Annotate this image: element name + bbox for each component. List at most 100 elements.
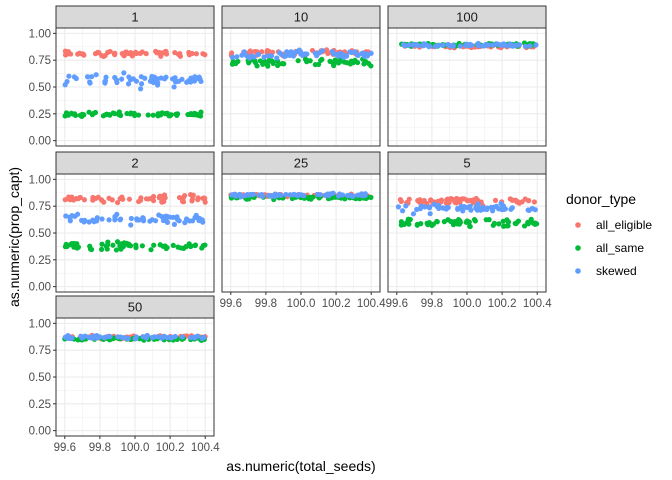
data-point-skewed	[493, 203, 499, 209]
data-point-all_eligible	[64, 51, 70, 57]
data-point-all_eligible	[324, 47, 330, 53]
data-point-all_same	[150, 112, 156, 118]
data-point-skewed	[155, 76, 161, 82]
data-point-all_eligible	[150, 198, 157, 204]
data-point-all_same	[118, 112, 124, 119]
data-point-all_eligible	[98, 197, 104, 203]
data-point-skewed	[140, 218, 147, 224]
legend-title: donor_type	[566, 191, 636, 207]
facet-strip-label: 2	[131, 156, 138, 171]
data-point-skewed	[527, 43, 533, 49]
data-point-all_eligible	[161, 198, 167, 205]
data-point-all_eligible	[473, 195, 479, 202]
data-point-skewed	[188, 79, 194, 85]
data-point-skewed	[283, 53, 289, 59]
data-point-skewed	[95, 335, 101, 341]
data-point-skewed	[296, 191, 302, 198]
x-tick-label: 100.2	[322, 298, 351, 310]
data-point-skewed	[403, 203, 409, 209]
data-point-all_eligible	[137, 197, 144, 203]
data-point-skewed	[445, 41, 451, 48]
data-point-skewed	[414, 206, 420, 213]
data-point-all_same	[127, 111, 133, 117]
data-point-skewed	[140, 334, 146, 340]
data-point-all_same	[119, 241, 126, 248]
data-point-skewed	[474, 41, 481, 47]
data-point-all_same	[281, 61, 287, 67]
data-point-skewed	[457, 43, 463, 49]
data-point-skewed	[174, 214, 180, 220]
data-point-all_eligible	[459, 196, 465, 202]
data-point-skewed	[132, 336, 138, 342]
data-point-all_same	[504, 223, 510, 229]
data-point-all_eligible	[133, 50, 140, 57]
data-point-skewed	[229, 54, 235, 60]
data-point-all_same	[86, 109, 92, 115]
data-point-skewed	[123, 335, 129, 341]
legend-key-all_eligible	[575, 222, 581, 228]
data-point-all_same	[148, 247, 154, 253]
data-point-skewed	[290, 53, 297, 59]
data-point-skewed	[525, 207, 531, 213]
data-point-skewed	[198, 78, 204, 85]
data-point-skewed	[138, 86, 144, 92]
data-point-all_same	[362, 58, 369, 65]
data-point-skewed	[126, 74, 132, 80]
data-point-all_same	[344, 60, 350, 66]
data-point-skewed	[301, 192, 307, 199]
data-point-skewed	[485, 42, 492, 48]
data-point-all_same	[110, 242, 116, 248]
y-tick-label: 0.75	[29, 345, 51, 357]
data-point-all_same	[331, 63, 337, 69]
data-point-all_same	[457, 219, 464, 225]
data-point-all_same	[308, 196, 314, 202]
data-point-skewed	[73, 75, 79, 82]
y-axis-title: as.numeric(prop_capt)	[6, 167, 22, 307]
data-point-skewed	[259, 193, 265, 199]
y-tick-label: 0.75	[29, 55, 51, 67]
data-point-all_same	[233, 60, 239, 66]
data-point-skewed	[78, 333, 84, 339]
data-point-skewed	[68, 335, 75, 342]
y-tick-label: 0.00	[29, 136, 51, 148]
data-point-all_same	[350, 60, 356, 66]
data-point-skewed	[467, 42, 473, 49]
data-point-skewed	[339, 192, 346, 198]
data-point-all_same	[466, 219, 472, 225]
data-point-skewed	[200, 219, 206, 225]
data-point-all_same	[530, 220, 536, 226]
data-point-skewed	[296, 47, 302, 53]
data-point-all_eligible	[68, 51, 74, 57]
data-point-all_same	[275, 62, 281, 69]
data-point-all_eligible	[202, 195, 208, 202]
data-point-skewed	[201, 334, 207, 340]
data-point-skewed	[287, 192, 293, 198]
data-point-skewed	[88, 74, 95, 80]
data-point-all_eligible	[111, 51, 118, 57]
data-point-skewed	[192, 335, 198, 341]
data-point-all_same	[312, 61, 318, 68]
data-point-skewed	[138, 81, 145, 87]
x-tick-label: 100.2	[156, 442, 185, 454]
data-point-skewed	[325, 192, 331, 198]
legend-label-all_same: all_same	[596, 241, 644, 255]
facet-strip-label: 25	[294, 156, 308, 171]
facet-panel-5: 5 99.6 99.8 100.0 100.2 100.4	[386, 151, 552, 310]
data-point-all_eligible	[186, 52, 192, 58]
data-point-skewed	[241, 49, 247, 55]
data-point-skewed	[532, 207, 538, 213]
data-point-all_same	[139, 243, 145, 249]
data-point-all_same	[472, 218, 478, 224]
data-point-skewed	[170, 214, 176, 220]
data-point-all_eligible	[76, 50, 83, 56]
y-tick-label: 0.25	[29, 399, 51, 411]
data-point-skewed	[349, 49, 355, 56]
data-point-all_same	[429, 222, 435, 229]
x-tick-label: 100.4	[523, 298, 552, 310]
data-point-all_same	[99, 241, 105, 247]
data-point-all_eligible	[448, 195, 454, 202]
data-point-all_eligible	[398, 198, 404, 204]
facet-panel-50: 50 0.00 0.25 0.50 0.75 1.00 99.6 99.8 100.0 100.2…	[29, 295, 220, 454]
data-point-all_same	[63, 112, 70, 118]
